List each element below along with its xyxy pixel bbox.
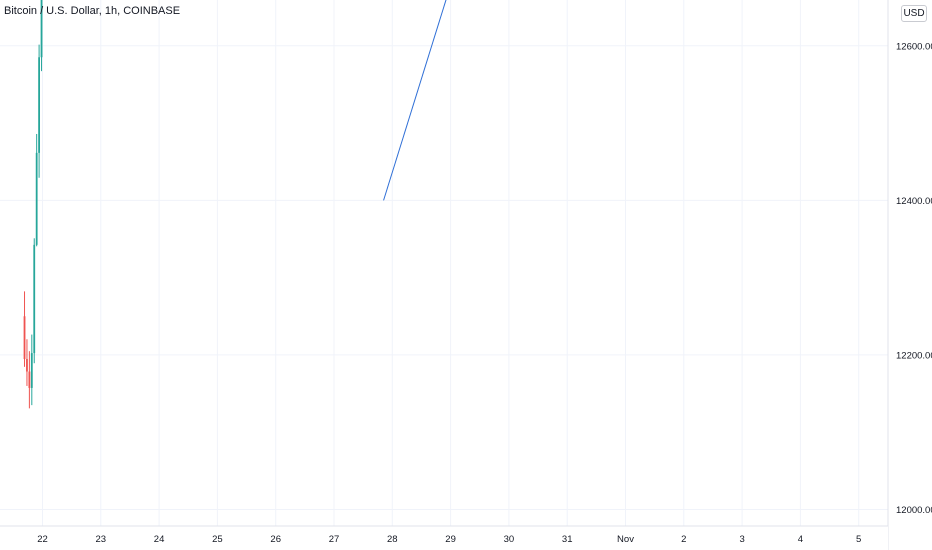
price-axis[interactable]: 12000.0012200.0012400.0012600.0012800.00…	[887, 0, 932, 550]
grid	[0, 0, 888, 526]
candle-body	[35, 152, 38, 245]
y-tick-label: 12600.00	[896, 41, 932, 52]
channel-lower-line[interactable]	[383, 0, 827, 201]
candle-up	[40, 0, 43, 72]
price-axis-background	[888, 0, 932, 550]
candles	[23, 0, 43, 409]
candle-body	[40, 0, 43, 58]
x-tick-label: 29	[445, 534, 456, 545]
y-tick-label: 12000.00	[896, 505, 932, 516]
time-axis[interactable]: 22 23 24 25 26 27 28 29 30 31 Nov 2 3 4 5	[0, 525, 888, 550]
candle-up	[38, 44, 40, 178]
x-tick-label: 23	[96, 534, 107, 545]
x-tick-label: 22	[37, 534, 48, 545]
x-tick-label: 5	[856, 534, 861, 545]
candle-body	[23, 316, 26, 359]
currency-button[interactable]: USD	[901, 5, 927, 22]
x-tick-label: 3	[739, 534, 744, 545]
candle-down	[26, 339, 28, 386]
x-tick-label: 31	[562, 534, 573, 545]
candle-body	[38, 57, 40, 153]
x-tick-label: 4	[798, 534, 803, 545]
x-tick-label: Nov	[617, 534, 634, 545]
x-tick-label: 28	[387, 534, 398, 545]
candle-body	[33, 244, 36, 354]
candle-body	[30, 353, 33, 388]
candle-up	[35, 133, 38, 247]
candle-down	[28, 351, 31, 409]
x-tick-label: 25	[212, 534, 223, 545]
x-tick-label: 24	[154, 534, 165, 545]
candle-body	[28, 371, 31, 388]
symbol-title: Bitcoin / U.S. Dollar, 1h, COINBASE	[4, 5, 181, 17]
x-tick-label: 2	[681, 534, 686, 545]
candle-body	[26, 358, 28, 372]
x-tick-label: 26	[270, 534, 281, 545]
x-tick-label: 27	[329, 534, 340, 545]
candle-up	[33, 238, 36, 364]
time-axis-background	[0, 526, 888, 550]
y-tick-label: 12200.00	[896, 350, 932, 361]
x-tick-label: 30	[504, 534, 515, 545]
y-tick-label: 12400.00	[896, 196, 932, 207]
candle-up	[30, 334, 33, 406]
candle-down	[23, 291, 26, 367]
